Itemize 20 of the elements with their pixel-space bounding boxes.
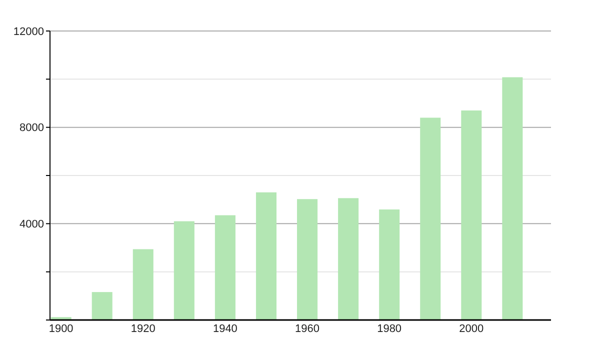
bar xyxy=(420,118,441,320)
bar xyxy=(132,249,154,320)
x-tick-label: 1900 xyxy=(48,323,74,335)
y-tick-label: 8000 xyxy=(20,122,44,134)
x-tick-label: 1980 xyxy=(377,323,402,335)
x-tick-label: 1940 xyxy=(212,323,238,335)
bar xyxy=(461,110,482,320)
bar xyxy=(502,77,523,320)
bar xyxy=(256,192,276,320)
bar xyxy=(338,198,359,320)
x-tick-label: 2000 xyxy=(459,323,484,335)
y-tick-label: 12000 xyxy=(13,26,44,38)
bar xyxy=(379,209,400,320)
y-tick-label: 4000 xyxy=(20,218,44,231)
x-tick-label: 1960 xyxy=(295,323,320,335)
bar xyxy=(174,221,194,320)
bar xyxy=(297,199,318,320)
bar xyxy=(214,215,236,320)
x-tick-label: 1920 xyxy=(130,323,156,335)
bar xyxy=(92,292,112,320)
